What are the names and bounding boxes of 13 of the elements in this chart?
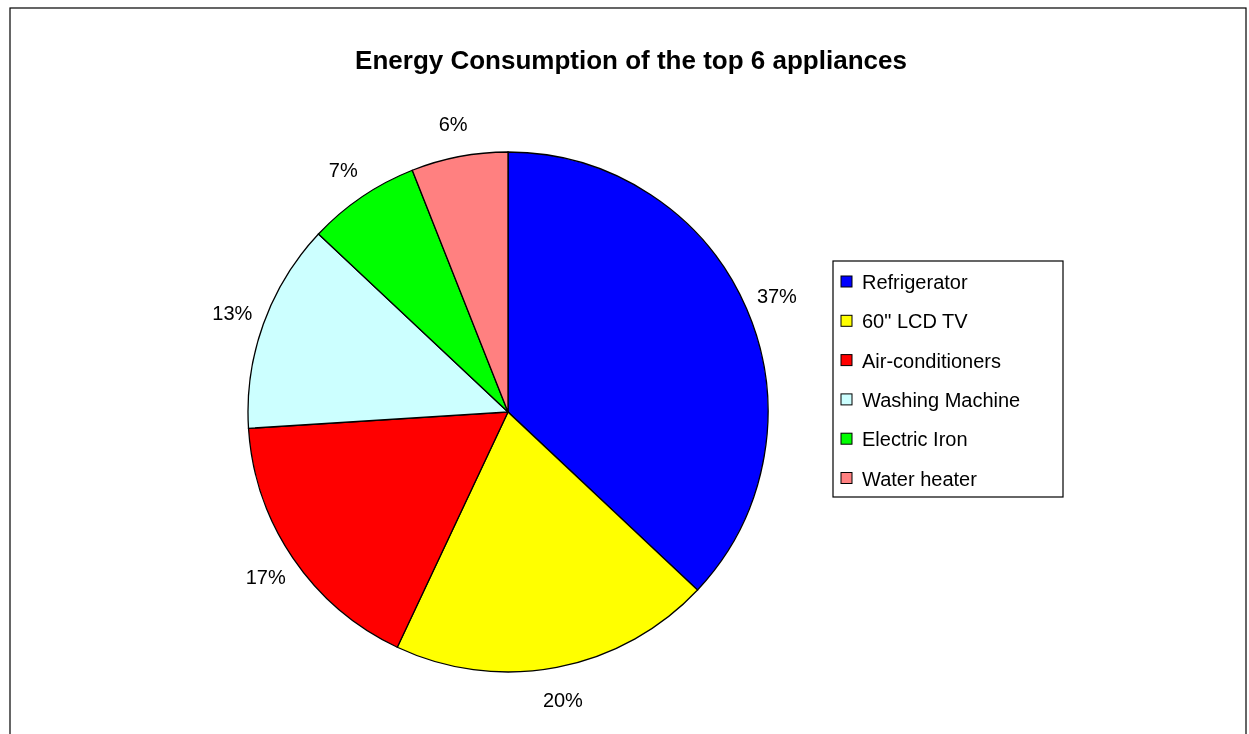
legend-label: Refrigerator [862, 271, 968, 293]
data-label: 37% [756, 284, 798, 307]
legend-label: Washing Machine [862, 388, 1021, 411]
chart-title: Energy Consumption of the top 6 appliances [355, 45, 907, 75]
data-label: 17% [245, 565, 286, 588]
data-label: 6% [438, 113, 468, 136]
data-label: 20% [542, 688, 584, 711]
legend-label: Electric Iron [862, 428, 968, 451]
data-label: 13% [212, 301, 253, 324]
legend-label: 60" LCD TV [862, 310, 969, 333]
legend-label: Water heater [862, 467, 978, 490]
legend-label: Air-conditioners [862, 349, 1001, 372]
data-label: 7% [328, 158, 358, 181]
